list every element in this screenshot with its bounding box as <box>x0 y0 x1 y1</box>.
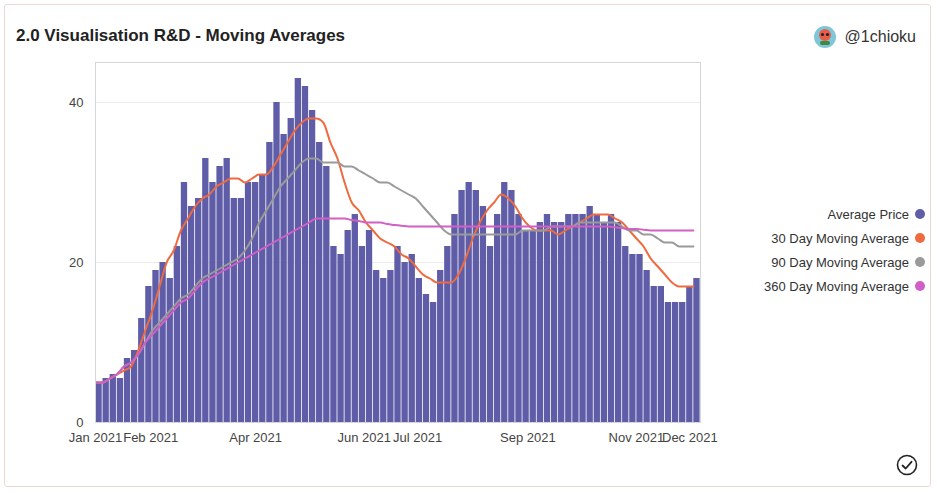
svg-text:Jul 2021: Jul 2021 <box>393 430 442 445</box>
html-text:30 Day Moving Average: 30 Day Moving Average <box>771 230 909 246</box>
svg-text:20: 20 <box>69 255 83 270</box>
svg-text:Dec 2021: Dec 2021 <box>662 430 718 445</box>
svg-text:40: 40 <box>69 95 83 110</box>
html-text:2.0 Visualisation R&D - Moving: 2.0 Visualisation R&D - Moving Averages <box>16 26 346 45</box>
svg-text:Feb 2021: Feb 2021 <box>123 430 178 445</box>
html-text:90 Day Moving Average: 90 Day Moving Average <box>771 254 909 270</box>
svg-text:Nov 2021: Nov 2021 <box>609 430 665 445</box>
svg-text:Jun 2021: Jun 2021 <box>337 430 391 445</box>
svg-text:0: 0 <box>76 415 83 430</box>
html-text:Average Price: Average Price <box>827 206 909 222</box>
svg-text:Jan 2021: Jan 2021 <box>69 430 123 445</box>
html-text:360 Day Moving Average: 360 Day Moving Average <box>764 278 909 294</box>
html-text:@1chioku: @1chioku <box>844 28 916 45</box>
svg-text:Apr 2021: Apr 2021 <box>229 430 282 445</box>
svg-text:Sep 2021: Sep 2021 <box>500 430 556 445</box>
